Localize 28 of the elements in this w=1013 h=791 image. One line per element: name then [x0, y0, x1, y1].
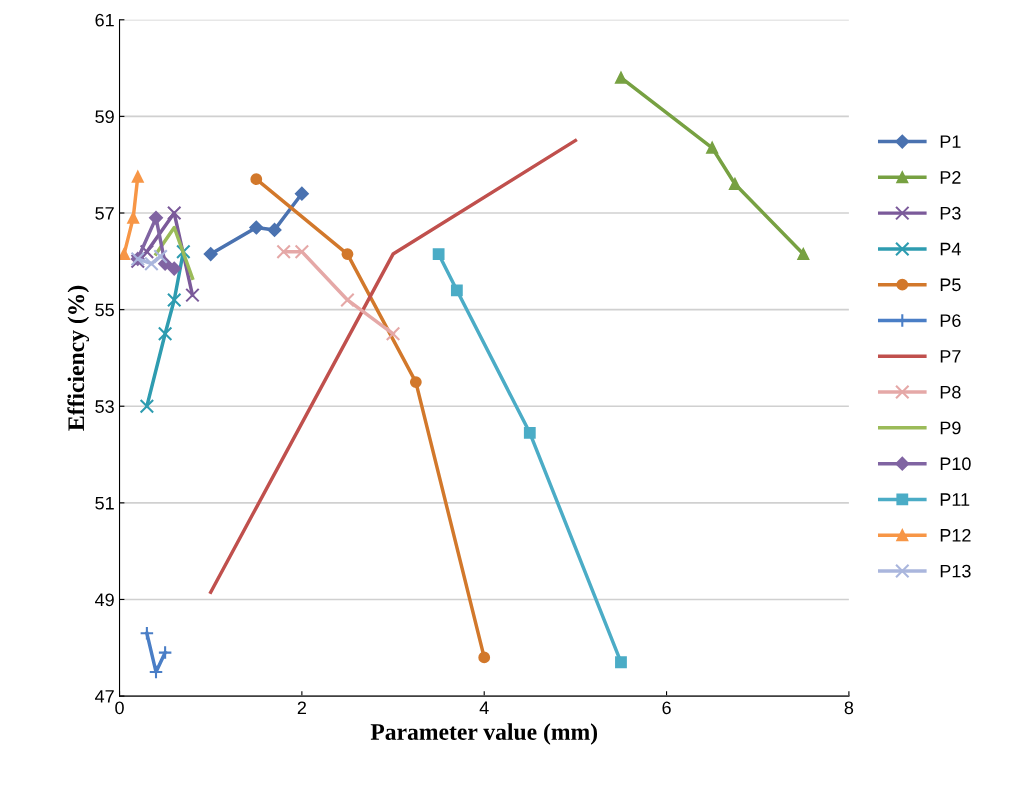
y-tick-label: 59 [95, 110, 114, 124]
y-axis-title: Efficiency (%) [67, 285, 90, 431]
x-tick-label: 0 [115, 701, 124, 715]
x-tick-label: 4 [479, 701, 489, 715]
y-tick-label: 57 [95, 207, 114, 220]
legend-label: P7 [940, 350, 961, 363]
x-tick-label: 8 [844, 701, 854, 715]
legend-label: P8 [940, 385, 961, 399]
y-tick-label: 55 [95, 303, 114, 317]
legend-label: P11 [940, 493, 970, 506]
y-tick-label: 61 [95, 13, 114, 27]
y-tick-label: 47 [95, 690, 114, 703]
legend-label: P5 [940, 278, 961, 292]
y-tick-label: 51 [95, 496, 114, 510]
legend-label: P2 [940, 171, 961, 184]
legend-label: P3 [940, 206, 961, 220]
legend-label: P6 [940, 314, 961, 327]
y-tick-label: 49 [95, 593, 114, 607]
x-axis-title: Parameter value (mm) [370, 723, 598, 745]
legend-label: P9 [940, 421, 961, 435]
legend-label: P10 [940, 457, 971, 471]
legend-label: P1 [940, 135, 961, 148]
legend-label: P4 [940, 242, 961, 256]
x-tick-label: 2 [297, 701, 306, 715]
x-tick-label: 6 [662, 701, 671, 715]
y-tick-label: 53 [95, 400, 114, 413]
legend-label: P12 [940, 528, 971, 542]
legend-label: P13 [940, 564, 971, 578]
